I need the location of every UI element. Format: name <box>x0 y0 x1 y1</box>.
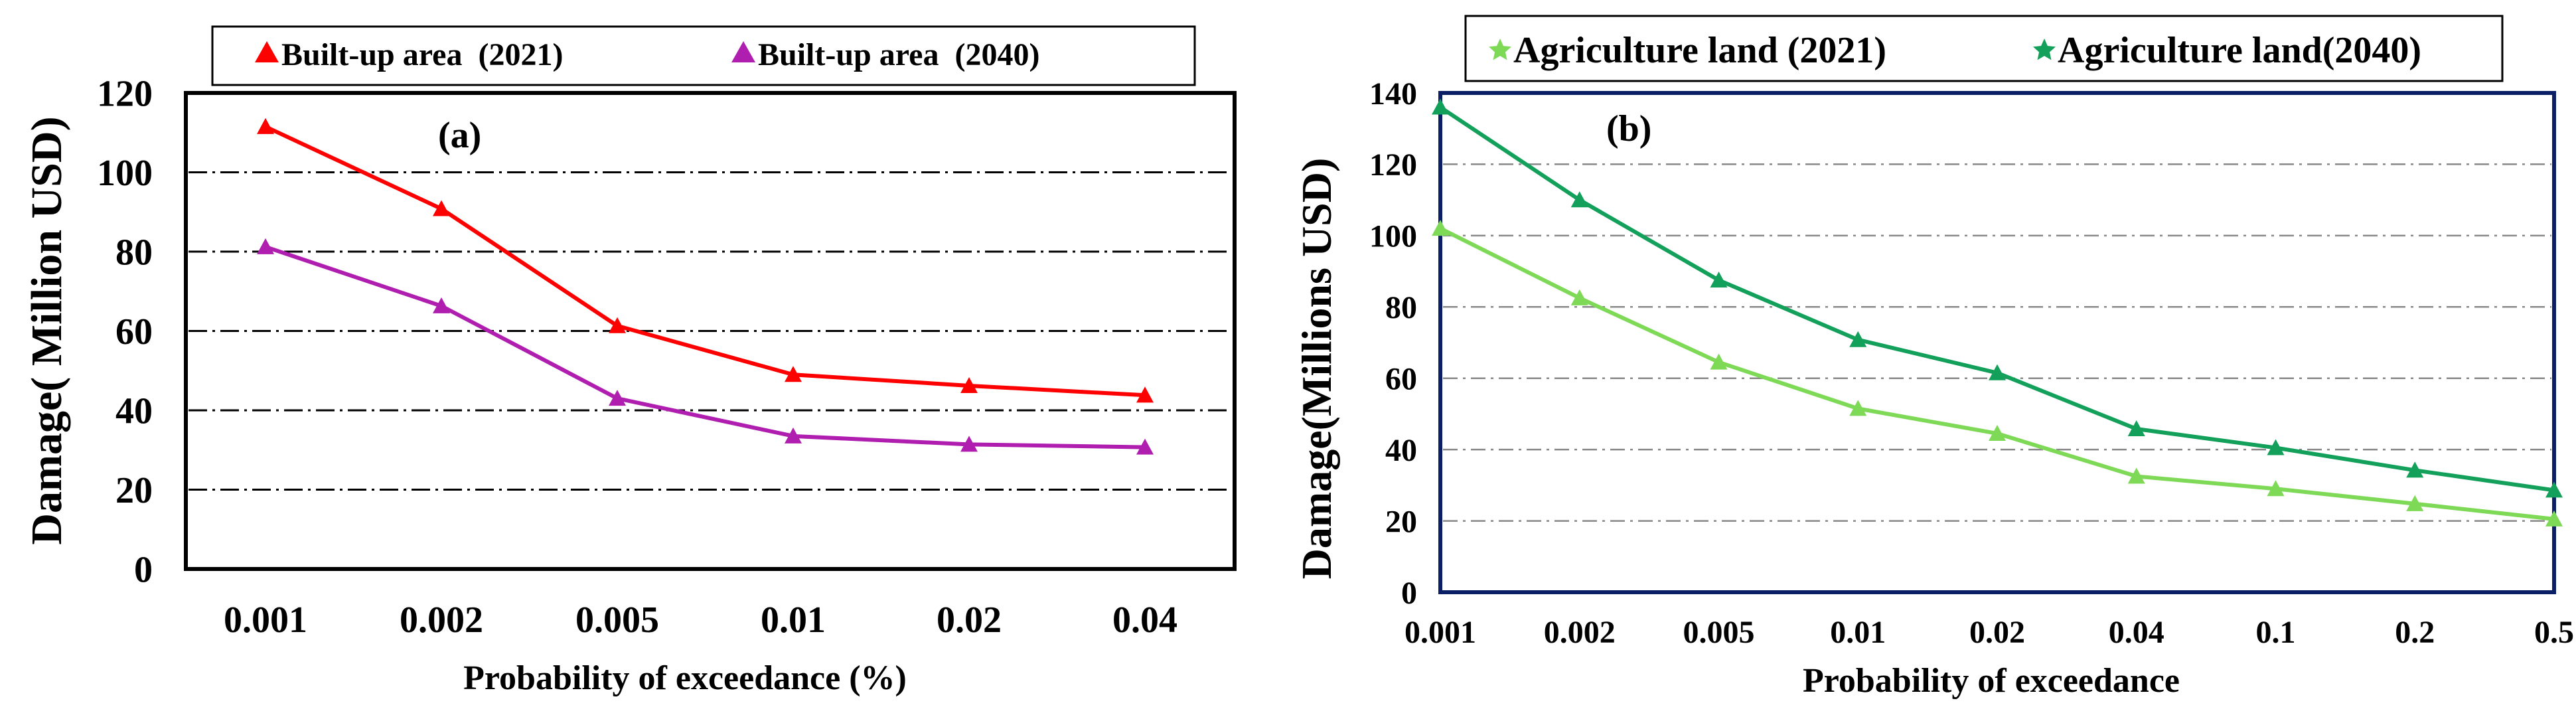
legend-label-a-0: Built-up area (2021) <box>281 37 563 72</box>
data-point-b-1-6 <box>2267 439 2285 455</box>
data-point-b-1-7 <box>2406 461 2424 478</box>
data-point-b-0-1 <box>1570 289 1588 305</box>
x-tick-label-b-3: 0.01 <box>1830 615 1886 650</box>
legend-marker-b-0 <box>1489 39 1511 60</box>
data-point-b-1-0 <box>1432 98 1449 115</box>
legend-marker-b-1 <box>2033 39 2056 60</box>
data-point-b-0-3 <box>1849 400 1867 416</box>
data-point-b-0-8 <box>2545 510 2563 526</box>
plot-area-b <box>1438 91 2556 594</box>
y-tick-label-a-3: 60 <box>115 311 153 353</box>
x-tick-label-a-4: 0.02 <box>937 600 1002 641</box>
x-tick-label-a-5: 0.04 <box>1112 600 1177 641</box>
x-tick-label-b-8: 0.5 <box>2534 615 2574 650</box>
data-point-a-0-1 <box>433 200 450 216</box>
x-tick-label-a-3: 0.01 <box>761 600 826 641</box>
data-point-a-1-1 <box>433 297 450 313</box>
x-tick-label-b-0: 0.001 <box>1404 615 1476 650</box>
data-point-a-0-0 <box>257 118 274 134</box>
series-a <box>257 118 1154 455</box>
legend-marker-a-1 <box>731 41 755 62</box>
x-axis-label-a: Probability of exceedance (%) <box>463 659 907 697</box>
data-point-a-0-4 <box>960 376 978 394</box>
legend-entry-a-0: Built-up area (2021) <box>255 37 563 72</box>
data-point-b-1-2 <box>1710 272 1728 288</box>
legend-entry-a-1: Built-up area (2040) <box>731 37 1039 72</box>
data-point-b-1-5 <box>2127 420 2145 437</box>
x-tick-label-a-1: 0.002 <box>400 600 483 641</box>
y-tick-label-b-5: 100 <box>1369 219 1417 254</box>
x-tick-label-b-1: 0.002 <box>1544 615 1616 650</box>
y-tick-label-a-4: 80 <box>115 232 153 274</box>
legend-entry-b-1: Agriculture land(2040) <box>2033 30 2421 71</box>
data-point-b-0-5 <box>2127 467 2145 484</box>
y-axis-label-b: Damage(Millions USD) <box>1293 158 1340 580</box>
y-tick-label-b-3: 60 <box>1385 362 1417 397</box>
y-tick-labels-a: 0 20 40 60 80 100 120 <box>97 74 153 591</box>
x-tick-label-a-0: 0.001 <box>224 600 307 641</box>
x-tick-label-b-4: 0.02 <box>1969 615 2025 650</box>
data-point-b-1-3 <box>1849 331 1867 347</box>
y-tick-label-b-6: 120 <box>1369 147 1417 183</box>
y-tick-label-a-2: 40 <box>115 391 153 432</box>
y-tick-label-a-5: 100 <box>97 153 153 194</box>
x-axis-label-b: Probability of exceedance <box>1803 662 2180 700</box>
x-tick-label-b-5: 0.04 <box>2109 615 2164 650</box>
data-point-b-0-0 <box>1432 220 1449 236</box>
panel-label-a: (a) <box>438 115 481 156</box>
legend-marker-a-0 <box>255 41 279 62</box>
data-point-b-0-6 <box>2267 480 2285 497</box>
legend-label-b-0: Agriculture land (2021) <box>1513 30 1886 71</box>
y-axis-label-a: Damage( Million USD) <box>23 116 71 544</box>
y-tick-label-a-0: 0 <box>134 550 153 591</box>
x-tick-labels-a: 0.001 0.002 0.005 0.01 0.02 0.04 <box>224 600 1177 641</box>
x-tick-label-a-2: 0.005 <box>575 600 659 641</box>
gridlines-b <box>1443 163 2551 522</box>
data-point-b-1-8 <box>2545 481 2563 498</box>
data-point-a-1-2 <box>609 390 626 406</box>
x-tick-label-b-7: 0.2 <box>2395 615 2435 650</box>
data-point-a-0-5 <box>1136 386 1154 403</box>
data-point-a-1-4 <box>960 436 978 452</box>
legend-label-b-1: Agriculture land(2040) <box>2058 30 2421 71</box>
legend-label-a-1: Built-up area (2040) <box>758 37 1039 72</box>
data-point-b-0-7 <box>2406 495 2424 511</box>
data-point-b-1-1 <box>1570 191 1588 208</box>
y-tick-label-b-2: 40 <box>1385 433 1417 468</box>
legend-box-b <box>1464 15 2504 82</box>
y-tick-label-b-0: 0 <box>1401 576 1417 611</box>
series-b <box>1432 98 2563 526</box>
chart-panel-b: Agriculture land (2021) Agriculture land… <box>1293 15 2574 700</box>
y-tick-label-b-1: 20 <box>1385 504 1417 539</box>
y-tick-label-b-7: 140 <box>1369 76 1417 112</box>
legend-box-a <box>211 25 1196 86</box>
y-tick-labels-b: 0 20 40 60 80 100 120 140 <box>1369 76 1417 611</box>
chart-panel-a: Built-up area (2021) Built-up area (2040… <box>23 25 1237 697</box>
data-point-a-1-5 <box>1136 438 1154 455</box>
data-point-b-1-4 <box>1989 364 2006 380</box>
x-tick-label-b-2: 0.005 <box>1683 615 1755 650</box>
data-point-b-0-2 <box>1710 353 1728 370</box>
y-tick-label-b-4: 80 <box>1385 290 1417 325</box>
legend-entry-b-0: Agriculture land (2021) <box>1489 30 1886 71</box>
data-point-a-0-3 <box>785 366 802 382</box>
series-line-a-1 <box>265 244 1146 449</box>
data-point-a-1-3 <box>785 427 802 444</box>
data-point-b-0-4 <box>1989 424 2006 442</box>
x-tick-label-b-6: 0.1 <box>2256 615 2296 650</box>
panel-label-b: (b) <box>1606 108 1651 149</box>
data-point-a-1-0 <box>257 238 274 254</box>
y-tick-label-a-1: 20 <box>115 470 153 511</box>
data-point-a-0-2 <box>609 317 626 333</box>
y-tick-label-a-6: 120 <box>97 74 153 115</box>
series-line-a-0 <box>264 125 1146 398</box>
x-tick-labels-b: 0.001 0.002 0.005 0.01 0.02 0.04 0.1 0.2 0.5 <box>1404 615 2574 650</box>
